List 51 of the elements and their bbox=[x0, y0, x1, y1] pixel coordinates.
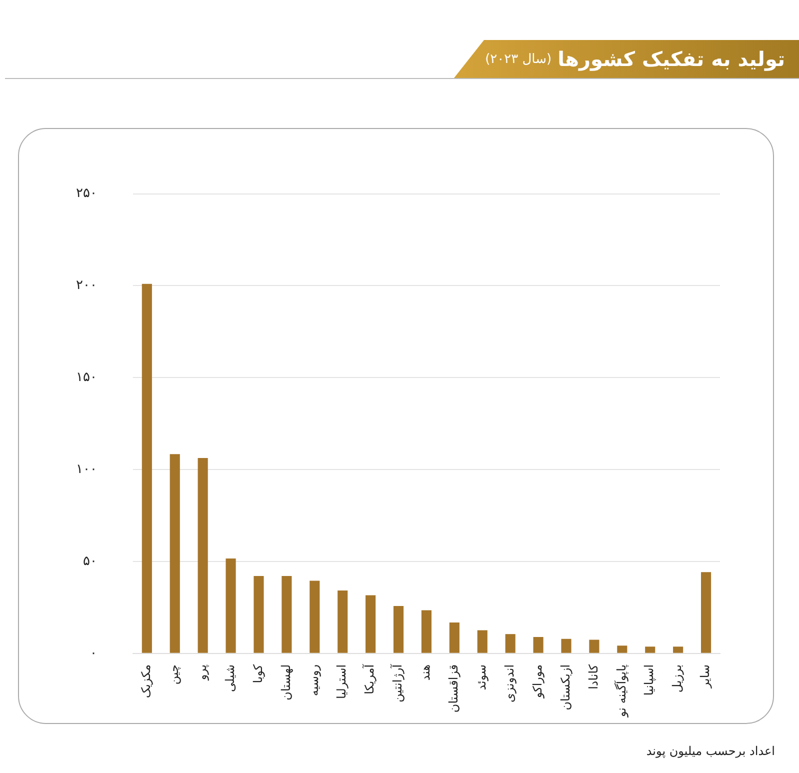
bar bbox=[673, 646, 684, 653]
bar bbox=[449, 622, 460, 653]
x-tick-label: هند bbox=[418, 664, 433, 681]
x-tick-label: استرلیا bbox=[334, 664, 349, 699]
bar bbox=[700, 572, 712, 653]
x-tick-label: پرو bbox=[194, 664, 209, 682]
bar bbox=[617, 646, 628, 653]
x-tick-label: موراکو bbox=[530, 664, 544, 700]
x-tick-label: سوئد bbox=[474, 664, 489, 690]
x-tick-label: پاپوآگینه نو bbox=[613, 664, 628, 718]
x-tick-label: روسیه bbox=[306, 664, 321, 696]
bar bbox=[366, 595, 376, 653]
y-tick-label: ۵۰ bbox=[82, 554, 97, 569]
x-tick-label: مکزیک bbox=[139, 664, 154, 698]
bar bbox=[142, 284, 152, 653]
y-tick-label: ۱۰۰ bbox=[76, 462, 97, 477]
bar bbox=[421, 610, 432, 653]
y-tick-label: ۲۵۰ bbox=[76, 186, 97, 202]
x-tick-label: قزاقستان bbox=[446, 664, 461, 713]
x-tick-label: کوبا bbox=[250, 664, 265, 684]
text: اعداد برحسب میلیون پوند bbox=[646, 744, 775, 758]
bar bbox=[198, 458, 208, 653]
bar bbox=[226, 558, 236, 653]
y-tick-label: ۰ bbox=[90, 646, 97, 661]
y-tick-label: ۱۵۰ bbox=[76, 370, 97, 386]
x-tick-label: چین bbox=[167, 664, 182, 685]
x-tick-label: اسپانیا bbox=[642, 664, 656, 696]
x-tick-label: لهستان bbox=[278, 664, 293, 700]
bar bbox=[589, 640, 600, 653]
bar bbox=[338, 590, 348, 653]
x-tick-label: اندونزی bbox=[502, 664, 516, 703]
bar bbox=[477, 630, 488, 653]
x-tick-label: ازبکستان bbox=[558, 664, 572, 710]
bar bbox=[254, 576, 264, 653]
bar bbox=[505, 634, 516, 653]
x-tick-label: کانادا bbox=[586, 664, 600, 690]
chart-title: تولید به تفکیک کشورها bbox=[558, 47, 785, 71]
bar bbox=[282, 576, 292, 653]
bar bbox=[533, 637, 544, 653]
x-tick-label: آرژانتین bbox=[390, 664, 405, 702]
x-tick-label: آمریکا bbox=[362, 664, 377, 694]
chart-subtitle: (سال ۲۰۲۳) bbox=[485, 52, 552, 66]
bar bbox=[310, 580, 320, 653]
bar bbox=[170, 454, 180, 653]
x-tick-label: سایر bbox=[698, 664, 712, 690]
x-tick-label: شیلی bbox=[222, 664, 237, 692]
bar bbox=[393, 606, 404, 653]
x-tick-label: برزیل bbox=[670, 664, 684, 693]
y-tick-label: ۲۰۰ bbox=[76, 278, 97, 294]
bar bbox=[645, 646, 656, 653]
bar bbox=[561, 638, 572, 653]
